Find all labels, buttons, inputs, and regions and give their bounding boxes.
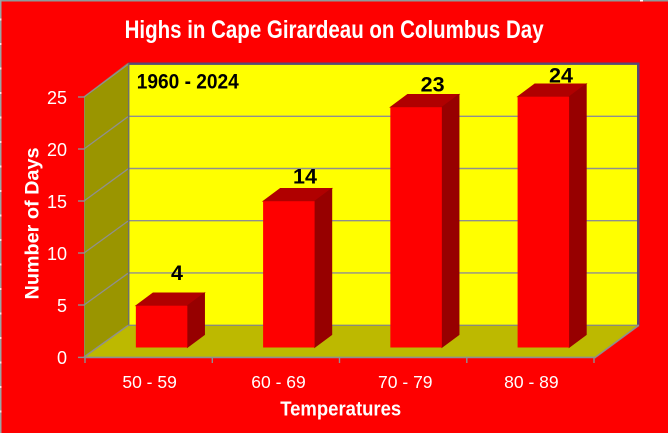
svg-text:14: 14 bbox=[293, 164, 317, 188]
svg-text:60 - 69: 60 - 69 bbox=[251, 372, 305, 392]
svg-text:Temperatures: Temperatures bbox=[280, 398, 401, 421]
svg-text:4: 4 bbox=[171, 261, 183, 285]
svg-text:0: 0 bbox=[57, 348, 67, 368]
svg-text:5: 5 bbox=[57, 296, 67, 316]
svg-text:80 - 89: 80 - 89 bbox=[504, 372, 558, 392]
svg-text:25: 25 bbox=[47, 88, 67, 108]
svg-text:10: 10 bbox=[47, 244, 67, 264]
svg-text:1960 - 2024: 1960 - 2024 bbox=[137, 69, 239, 93]
svg-text:24: 24 bbox=[549, 64, 573, 88]
svg-text:50 - 59: 50 - 59 bbox=[122, 372, 176, 392]
svg-text:15: 15 bbox=[47, 192, 67, 212]
svg-text:Number of Days: Number of Days bbox=[23, 148, 44, 300]
svg-text:20: 20 bbox=[47, 140, 67, 160]
svg-text:23: 23 bbox=[421, 73, 445, 97]
svg-text:70 - 79: 70 - 79 bbox=[378, 372, 432, 392]
svg-text:Highs in Cape Girardeau on Col: Highs in Cape Girardeau on Columbus Day bbox=[125, 16, 544, 44]
